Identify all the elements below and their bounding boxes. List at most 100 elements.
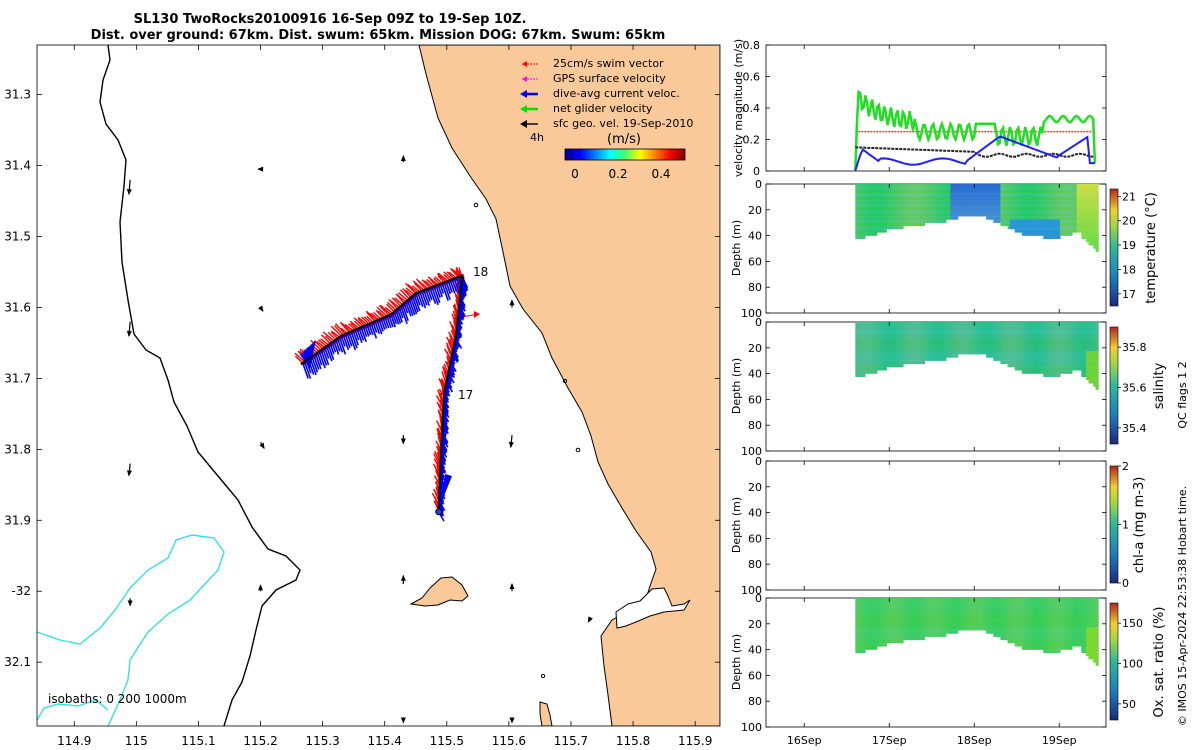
section-cell (998, 347, 1002, 352)
section-cell (1086, 232, 1090, 236)
current-vector (413, 294, 421, 312)
section-cell (1029, 219, 1033, 223)
section-cell (1086, 338, 1090, 342)
section-cell (952, 604, 956, 608)
section-cell (1079, 347, 1083, 352)
section-cell (1002, 598, 1006, 602)
section-cell (1002, 601, 1006, 605)
section-cell (957, 200, 961, 204)
section-cell (1040, 200, 1044, 204)
section-cell (952, 325, 956, 329)
section-cell (993, 347, 997, 352)
colorbar-tick-label: 20 (1122, 215, 1136, 228)
section-cell (1031, 370, 1035, 374)
section-cell (1040, 627, 1044, 631)
section-cell (869, 620, 873, 624)
section-cell (1067, 360, 1071, 365)
section-cell (1031, 200, 1035, 204)
section-cell (898, 190, 902, 194)
section-cell (998, 328, 1002, 332)
current-vector (352, 330, 360, 346)
section-cell (1007, 357, 1011, 361)
section-cell (952, 623, 956, 628)
section-cell (1071, 639, 1075, 644)
section-cell (1052, 347, 1056, 352)
section-cell (1093, 630, 1097, 634)
section-cell (902, 630, 906, 634)
section-cell (1074, 620, 1078, 624)
section-cell (990, 617, 994, 621)
section-cell (1031, 351, 1035, 355)
section-cell (876, 209, 880, 214)
section-cell (960, 184, 964, 188)
section-cell (1081, 190, 1085, 194)
section-cell (1017, 601, 1021, 605)
current-vector (325, 345, 333, 362)
section-cell (888, 604, 892, 608)
section-cell (867, 187, 871, 191)
section-cell (886, 341, 890, 345)
section-cell (1095, 376, 1099, 381)
section-cell (1026, 219, 1030, 223)
section-cell (1024, 232, 1028, 236)
section-cell (862, 216, 866, 220)
current-vector (380, 318, 386, 330)
section-cell (862, 338, 866, 342)
section-cell (917, 206, 921, 210)
section-cell (933, 196, 937, 201)
section-cell (1002, 347, 1006, 352)
section-cell (898, 357, 902, 361)
current-vector (366, 324, 372, 336)
section-cell (998, 357, 1002, 361)
section-cell (1048, 604, 1052, 608)
section-cell (969, 200, 973, 204)
section-cell (919, 627, 923, 631)
section-cell (1009, 196, 1013, 201)
section-cell (943, 184, 947, 188)
section-cell (998, 633, 1002, 637)
section-cell (890, 344, 894, 348)
section-cell (879, 604, 883, 608)
section-cell (857, 338, 861, 342)
section-cell (990, 610, 994, 615)
section-cell (900, 213, 904, 217)
section-cell (1074, 636, 1078, 641)
section-cell (855, 219, 859, 223)
section-cell (990, 620, 994, 624)
section-cell (1083, 617, 1087, 621)
section-cell (952, 601, 956, 605)
section-cell (1076, 193, 1080, 198)
section-cell (929, 322, 933, 326)
section-cell (864, 200, 868, 204)
section-cell (1083, 351, 1087, 355)
section-cell (876, 351, 880, 355)
section-cell (1005, 627, 1009, 631)
section-cell (864, 328, 868, 332)
section-cell (1029, 614, 1033, 618)
section-cell (890, 328, 894, 332)
section-cell (1024, 643, 1028, 647)
section-cell (860, 623, 864, 628)
section-cell (983, 325, 987, 329)
section-cell (1064, 213, 1068, 217)
section-cell (926, 357, 930, 361)
section-cell (902, 604, 906, 608)
section-cell (871, 633, 875, 637)
section-cell (1052, 190, 1056, 194)
section-cell (867, 341, 871, 345)
section-cell (1024, 607, 1028, 612)
section-cell (1095, 203, 1099, 207)
section-cell (926, 187, 930, 191)
section-cell (895, 344, 899, 348)
section-cell (874, 322, 878, 326)
section-cell (1031, 328, 1035, 332)
section-cell (917, 627, 921, 631)
section-cell (910, 193, 914, 198)
section-cell (1043, 322, 1047, 326)
section-cell (1021, 357, 1025, 361)
section-cell (960, 196, 964, 201)
section-cell (1062, 331, 1066, 336)
section-cell (948, 623, 952, 628)
section-cell (1031, 363, 1035, 368)
section-cell (1007, 598, 1011, 602)
